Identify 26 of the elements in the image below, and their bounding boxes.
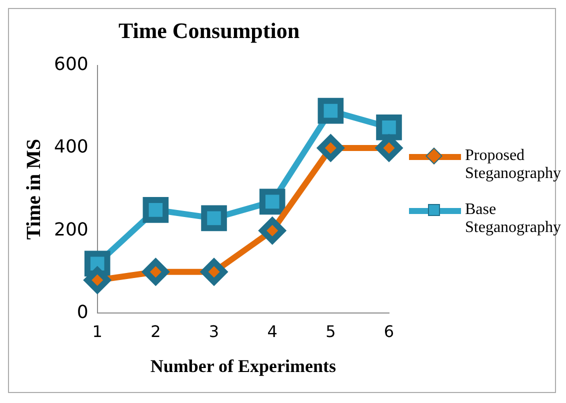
point [201,205,227,232]
point [142,197,169,223]
x-tick-label: 4 [267,322,278,341]
x-tick-label: 5 [326,322,336,341]
y-axis-title: Time in MS [23,138,46,240]
point [376,135,402,161]
x-tick-label: 2 [150,322,161,341]
point [259,218,286,244]
point [259,188,286,215]
point [84,267,110,294]
x-axis-title: Number of Experiments [150,356,336,376]
y-tick-label: 600 [54,54,88,76]
y-tick-label: 400 [54,136,88,158]
x-tick-label: 1 [92,322,102,341]
chart-title: Time Consumption [118,18,300,43]
legend-label: Proposed Steganography [465,146,561,182]
point [142,258,169,285]
point [318,98,344,124]
point [318,135,344,161]
legend-label: Base Steganography [465,200,561,236]
point [376,114,402,140]
x-tick-label: 6 [384,322,394,341]
y-tick-label: 200 [54,219,88,240]
point [201,258,228,285]
x-tick-label: 3 [208,322,220,341]
y-tick-label: 0 [76,302,88,323]
